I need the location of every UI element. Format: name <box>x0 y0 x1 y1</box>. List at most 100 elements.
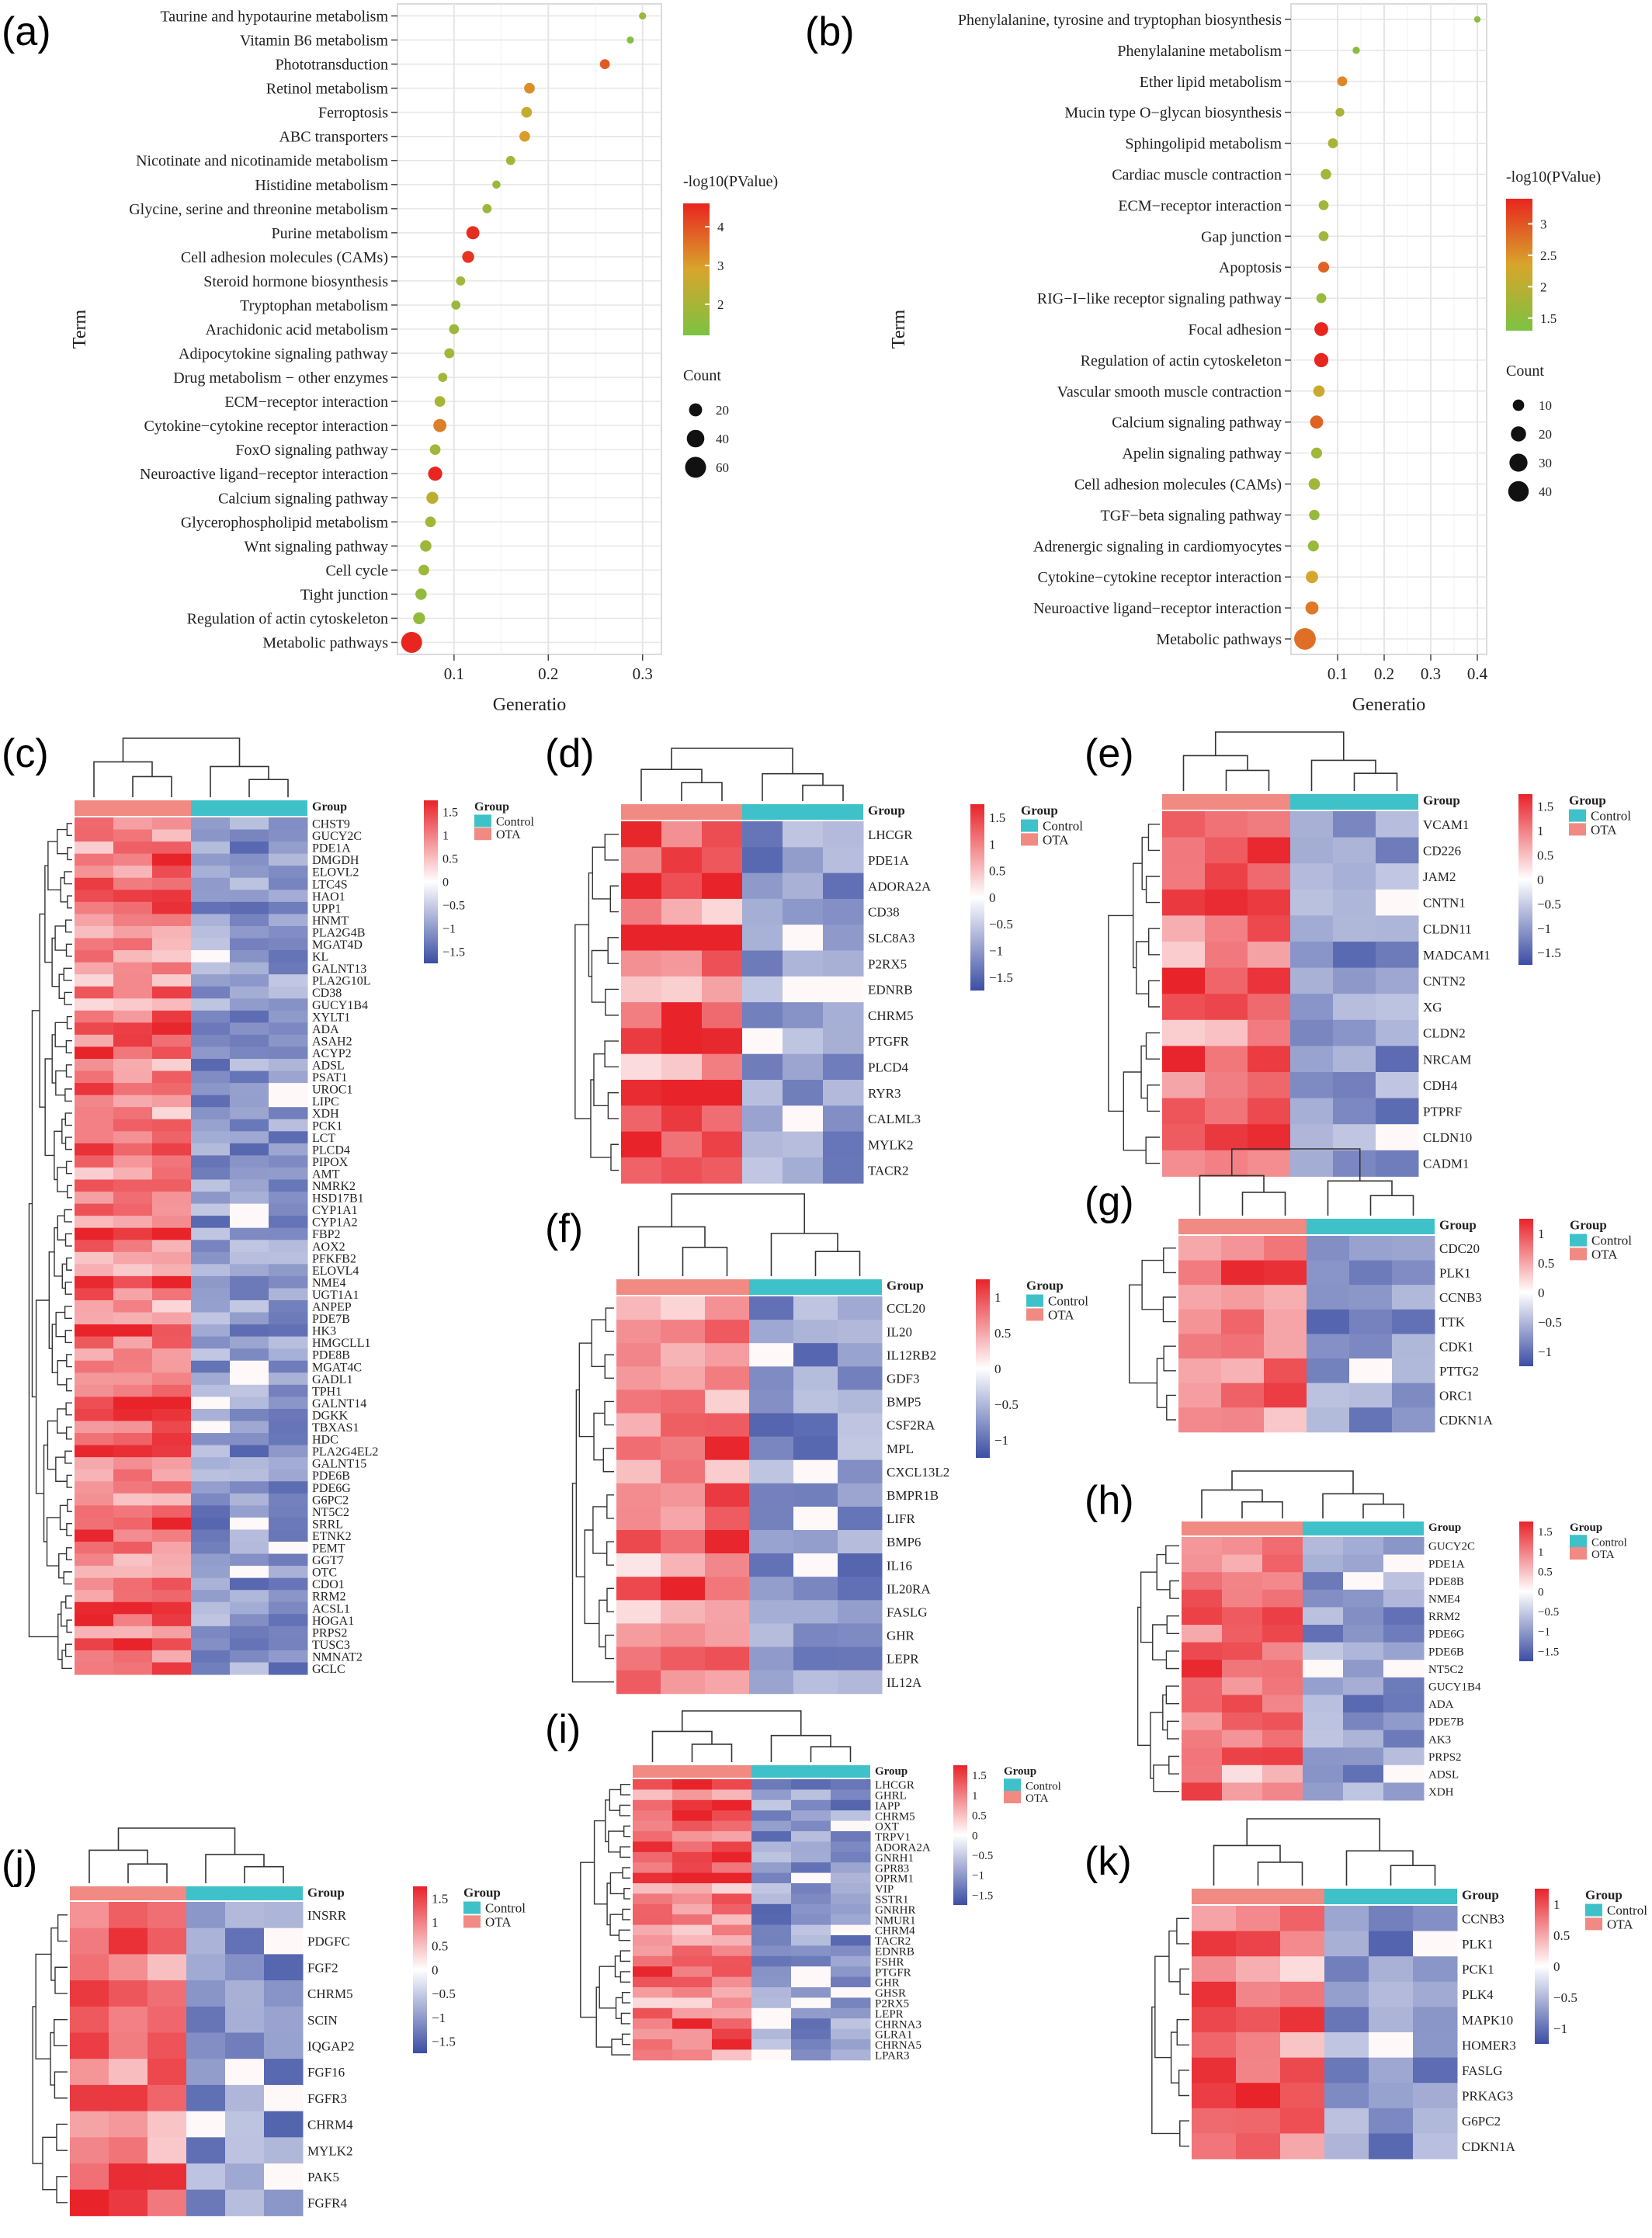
heatmap-cell <box>191 1046 231 1060</box>
heatmap-cell <box>838 1646 883 1671</box>
heatmap-cell <box>113 1046 153 1060</box>
heatmap-cell <box>191 1324 231 1338</box>
heatmap-cell <box>1343 1625 1384 1643</box>
heatmap-cell <box>1349 1407 1393 1433</box>
row-dendrogram <box>1162 1296 1176 1323</box>
gene-label: CHRNA5 <box>875 2039 921 2052</box>
heatmap-i: GroupLHCGRGHRLIAPPCHRM5OXTTRPV1ADORA2AGN… <box>580 1710 1061 2063</box>
row-dendrogram <box>1163 1247 1176 1274</box>
gene-label: CLDN11 <box>1423 921 1472 936</box>
heatmap-cell <box>1383 1764 1425 1783</box>
heatmap-cell <box>113 1638 153 1651</box>
heatmap-cell <box>1262 1782 1303 1801</box>
heatmap-cell <box>75 1251 114 1265</box>
heatmap-cell <box>113 1614 153 1627</box>
gene-label: RYR3 <box>868 1086 901 1101</box>
heatmap-cell <box>1262 1589 1303 1608</box>
gene-label: ORC1 <box>1439 1389 1473 1404</box>
heatmap-cell <box>230 1143 269 1156</box>
legend-title: Group <box>1021 803 1058 818</box>
row-dendrogram <box>620 1971 630 1983</box>
heatmap-cell <box>791 1862 831 1874</box>
gene-label: ETNK2 <box>312 1530 352 1543</box>
heatmap-cell <box>742 1157 783 1184</box>
heatmap-cell <box>791 1955 831 1967</box>
heatmap-cell <box>749 1366 794 1390</box>
heatmap-cell <box>269 1275 308 1289</box>
heatmap-cell <box>152 1348 192 1362</box>
term-label: Cardiac muscle contraction <box>1112 166 1282 183</box>
heatmap-cell <box>791 1966 831 1978</box>
y-axis-title: Term <box>70 310 90 349</box>
heatmap-cell <box>633 1851 673 1863</box>
legend-title: Group <box>1569 793 1606 808</box>
term-dot <box>505 155 515 165</box>
row-dendrogram <box>574 924 591 1119</box>
heatmap-cell <box>1262 1537 1303 1556</box>
heatmap-cell <box>191 1529 231 1542</box>
heatmap-cell <box>712 1851 752 1863</box>
heatmap-cell <box>113 1095 153 1108</box>
column-dendrogram <box>1362 1503 1404 1518</box>
colorbar-tick-label: −1 <box>1538 1626 1550 1639</box>
term-dot <box>426 491 439 504</box>
gene-label: IQGAP2 <box>307 2038 354 2053</box>
heatmap-cell <box>783 1028 824 1055</box>
legend-swatch-ota <box>1585 1917 1602 1931</box>
heatmap-cell <box>1343 1730 1384 1748</box>
heatmap-cell <box>1343 1607 1384 1626</box>
heatmap-cell <box>621 1080 662 1106</box>
heatmap-cell <box>1248 1124 1291 1151</box>
term-label: Tight junction <box>300 586 388 603</box>
heatmap-cell <box>230 1542 269 1555</box>
column-dendrogram <box>802 784 844 801</box>
heatmap-cell <box>791 2018 831 2030</box>
heatmap-cell <box>831 1831 871 1842</box>
colorbar-tick-label: −1 <box>1537 921 1551 936</box>
heatmap-cell <box>230 1203 269 1216</box>
row-dendrogram <box>1168 1755 1179 1775</box>
heatmap-cell <box>1162 942 1206 969</box>
column-dendrogram <box>132 775 172 797</box>
term-dot <box>519 130 530 142</box>
heatmap-cell <box>152 890 192 903</box>
heatmap-cell <box>113 1336 153 1349</box>
colorbar-tick-label: 1.5 <box>442 807 458 820</box>
term-label: ABC transporters <box>279 129 388 146</box>
heatmap-cell <box>712 1862 752 1874</box>
heatmap-cell <box>712 1976 752 1988</box>
row-dendrogram <box>593 1053 609 1106</box>
heatmap-cell <box>191 962 231 975</box>
colorbar-tick-label: −1.5 <box>989 970 1013 985</box>
heatmap-cell <box>616 1506 661 1531</box>
heatmap-cell <box>113 1553 153 1567</box>
heatmap-cell <box>749 1577 794 1601</box>
gene-label: ASAH2 <box>312 1035 352 1048</box>
heatmap-cell <box>152 1360 192 1373</box>
colorbar-tick-label: 0.5 <box>432 1939 448 1954</box>
gene-label: NMNAT2 <box>312 1650 363 1664</box>
heatmap-cell <box>1192 2108 1237 2134</box>
gene-label: TBXAS1 <box>312 1421 359 1435</box>
heatmap-cell <box>109 1954 148 1981</box>
heatmap-cell <box>1205 967 1248 994</box>
heatmap-cell <box>152 1457 192 1470</box>
row-dendrogram <box>620 1846 630 1858</box>
heatmap-cell <box>791 1799 831 1811</box>
heatmap-cell <box>1333 863 1376 890</box>
heatmap-cell <box>1162 1072 1206 1099</box>
heatmap-cell <box>702 976 743 1003</box>
heatmap-cell <box>1369 1956 1414 1983</box>
gene-label: XG <box>1423 1000 1442 1015</box>
heatmap-cell <box>1262 1660 1303 1678</box>
heatmap-cell <box>269 1312 308 1325</box>
heatmap-cell <box>152 853 192 866</box>
heatmap-cell <box>113 1083 153 1096</box>
heatmap-cell <box>225 2084 265 2112</box>
heatmap-cell <box>742 1131 783 1158</box>
heatmap-cell <box>1205 811 1248 838</box>
heatmap-g: GroupCDC20PLK1CCNB3TTKCDK1PTTG2ORC1CDKN1… <box>1128 1148 1632 1433</box>
heatmap-cell <box>269 1264 308 1277</box>
panel-label-f: (f) <box>545 1206 583 1251</box>
heatmap-cell <box>75 1034 114 1047</box>
